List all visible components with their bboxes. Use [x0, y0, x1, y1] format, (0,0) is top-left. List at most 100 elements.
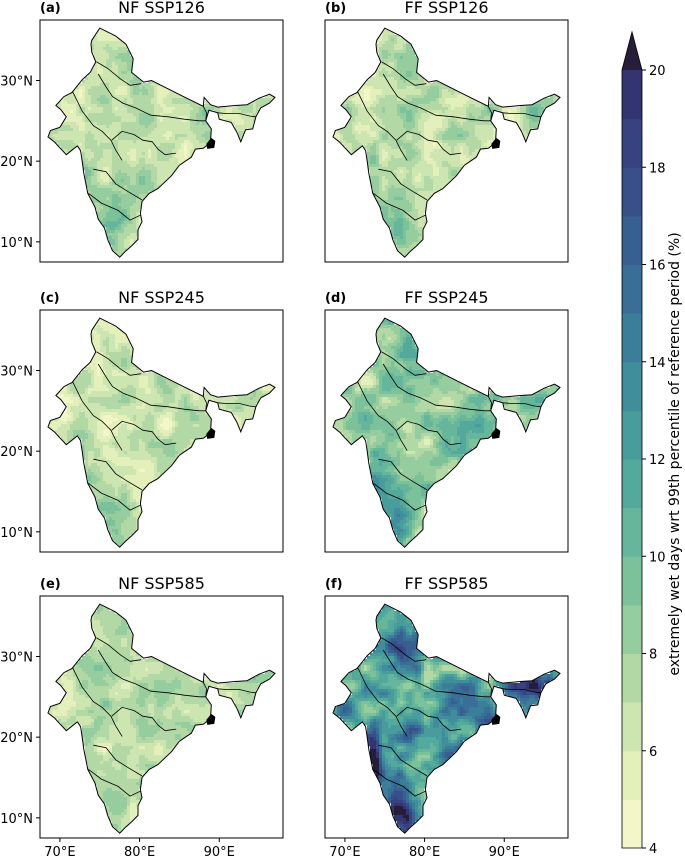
heatmap-cell [97, 92, 101, 96]
heatmap-cell [136, 379, 140, 383]
heatmap-cell [103, 358, 107, 362]
heatmap-cell [103, 116, 107, 120]
heatmap-cell [130, 179, 134, 183]
heatmap-cell [103, 194, 107, 198]
heatmap-cell [385, 176, 389, 180]
heatmap-cell [169, 155, 173, 159]
heatmap-cell [85, 179, 89, 183]
heatmap-cell [457, 104, 461, 108]
heatmap-cell [382, 35, 386, 39]
heatmap-cell [109, 200, 113, 204]
heatmap-cell [373, 140, 377, 144]
heatmap-cell [82, 403, 86, 407]
heatmap-cell [385, 218, 389, 222]
heatmap-cell [106, 233, 110, 237]
heatmap-cell [130, 409, 134, 413]
heatmap-cell [478, 122, 482, 126]
heatmap-cell [94, 325, 98, 329]
heatmap-cell [409, 101, 413, 105]
heatmap-cell [67, 403, 71, 407]
heatmap-cell [397, 152, 401, 156]
heatmap-cell [418, 89, 422, 93]
heatmap-cell [133, 364, 137, 368]
heatmap-cell [127, 179, 131, 183]
heatmap-cell [406, 239, 410, 243]
heatmap-cell [109, 149, 113, 153]
heatmap-cell [373, 125, 377, 129]
heatmap-cell [139, 95, 143, 99]
heatmap-cell [391, 110, 395, 114]
heatmap-cell [121, 361, 125, 365]
heatmap-cell [130, 227, 134, 231]
heatmap-cell [148, 182, 152, 186]
heatmap-cell [148, 92, 152, 96]
heatmap-cell [109, 134, 113, 138]
heatmap-cell [82, 128, 86, 132]
heatmap-cell [415, 137, 419, 141]
heatmap-cell [151, 101, 155, 105]
heatmap-cell [106, 385, 110, 389]
heatmap-cell [385, 200, 389, 204]
heatmap-cell [520, 116, 524, 120]
heatmap-cell [121, 80, 125, 84]
heatmap-cell [73, 113, 77, 117]
heatmap-cell [394, 116, 398, 120]
heatmap-cell [409, 71, 413, 75]
heatmap-cell [97, 149, 101, 153]
heatmap-cell [190, 400, 194, 404]
heatmap-cell [361, 98, 365, 102]
heatmap-cell [121, 74, 125, 78]
heatmap-cell [154, 101, 158, 105]
heatmap-cell [397, 41, 401, 45]
heatmap-cell [403, 98, 407, 102]
heatmap-cell [100, 388, 104, 392]
heatmap-cell [424, 200, 428, 204]
heatmap-cell [97, 143, 101, 147]
heatmap-cell [409, 209, 413, 213]
heatmap-cell [109, 388, 113, 392]
heatmap-cell [529, 119, 533, 123]
heatmap-cell [115, 194, 119, 198]
heatmap-cell [436, 104, 440, 108]
heatmap-cell [352, 131, 356, 135]
heatmap-cell [115, 191, 119, 195]
heatmap-cell [175, 385, 179, 389]
heatmap-cell [430, 140, 434, 144]
heatmap-cell [424, 104, 428, 108]
heatmap-cell [94, 334, 98, 338]
heatmap-cell [385, 107, 389, 111]
heatmap-cell [541, 98, 545, 102]
heatmap-cell [361, 92, 365, 96]
heatmap-cell [400, 233, 404, 237]
heatmap-cell [85, 376, 89, 380]
heatmap-cell [202, 143, 206, 147]
heatmap-cell [247, 107, 251, 111]
heatmap-cell [136, 116, 140, 120]
heatmap-cell [106, 400, 110, 404]
heatmap-cell [244, 125, 248, 129]
heatmap-cell [115, 197, 119, 201]
heatmap-cell [181, 122, 185, 126]
heatmap-cell [121, 227, 125, 231]
heatmap-cell [391, 68, 395, 72]
heatmap-cell [130, 388, 134, 392]
heatmap-cell [112, 77, 116, 81]
heatmap-cell [112, 83, 116, 87]
heatmap-cell [85, 101, 89, 105]
heatmap-cell [397, 155, 401, 159]
heatmap-cell [166, 104, 170, 108]
heatmap-cell [454, 122, 458, 126]
heatmap-cell [205, 125, 209, 129]
heatmap-cell [142, 95, 146, 99]
heatmap-cell [148, 83, 152, 87]
heatmap-cell [433, 101, 437, 105]
heatmap-cell [385, 77, 389, 81]
heatmap-cell [385, 71, 389, 75]
heatmap-cell [142, 161, 146, 165]
heatmap-cell [337, 137, 341, 141]
heatmap-cell [349, 134, 353, 138]
heatmap-cell [349, 95, 353, 99]
heatmap-cell [406, 74, 410, 78]
heatmap-cell [151, 391, 155, 395]
heatmap-cell [121, 41, 125, 45]
